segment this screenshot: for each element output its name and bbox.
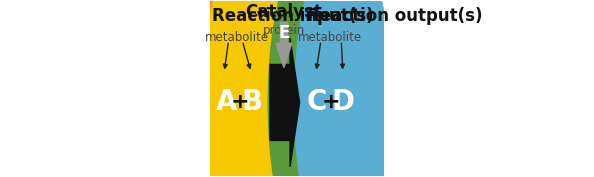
Ellipse shape	[178, 0, 275, 177]
Text: Reaction output(s): Reaction output(s)	[308, 7, 483, 25]
Text: B: B	[241, 88, 263, 116]
Text: protein: protein	[263, 24, 305, 37]
Text: A: A	[216, 88, 237, 116]
Text: E: E	[278, 24, 290, 42]
Text: D: D	[331, 88, 355, 116]
Text: metabolite: metabolite	[205, 31, 269, 44]
Text: Reaction input(s): Reaction input(s)	[211, 7, 373, 25]
Ellipse shape	[295, 0, 392, 177]
Text: C: C	[307, 88, 327, 116]
Ellipse shape	[203, 0, 301, 177]
Text: Catalyst: Catalyst	[245, 3, 323, 21]
Text: +: +	[322, 92, 340, 112]
Text: metabolite: metabolite	[298, 31, 362, 44]
Polygon shape	[270, 38, 299, 167]
Polygon shape	[276, 22, 292, 68]
Ellipse shape	[268, 0, 366, 177]
Text: +: +	[230, 92, 249, 112]
